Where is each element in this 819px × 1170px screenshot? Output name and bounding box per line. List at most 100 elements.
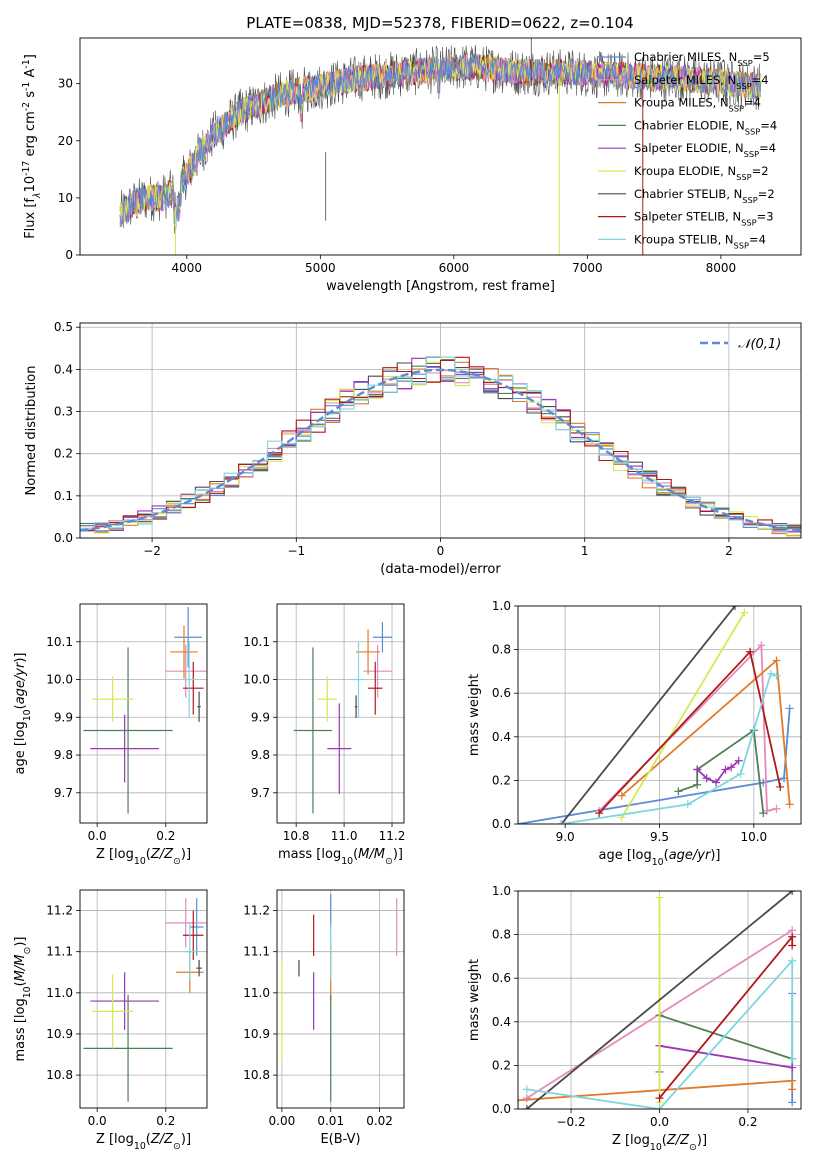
label-fragment: 10 — [22, 709, 33, 721]
errorbar-point — [165, 898, 207, 948]
marks — [119, 38, 762, 255]
y-tick-label: 11.2 — [243, 904, 270, 918]
y-tick-label: 9.8 — [54, 748, 73, 762]
cumulative-series-1 — [598, 643, 777, 813]
y-tick-label: 0.0 — [492, 1102, 511, 1116]
x-tick-label: 0.0 — [650, 1115, 669, 1129]
grid — [277, 604, 404, 823]
errorbar-point — [92, 974, 134, 1049]
histogram-series-5 — [80, 356, 801, 536]
label-fragment: SSP — [737, 58, 752, 68]
marks — [293, 622, 393, 814]
label-fragment: age [log — [598, 848, 651, 863]
plus-marker — [683, 800, 692, 809]
label-fragment: Salpeter ELODIE, N — [634, 141, 744, 155]
errorbar-point — [189, 898, 204, 956]
axes-frame — [79, 889, 208, 1109]
y-tick-label: 11.1 — [46, 945, 73, 959]
x-tick-label: 0.02 — [366, 1114, 393, 1128]
label-fragment: mass weight — [467, 674, 482, 756]
label-fragment: Normed distribution — [24, 366, 39, 496]
label-fragment: Salpeter MILES, N — [634, 73, 736, 87]
errorbar-point — [356, 629, 381, 675]
x-tick-label: 4000 — [172, 261, 203, 275]
label-fragment: Z/Z — [666, 1133, 690, 1148]
y-tick-label: 0.1 — [54, 489, 73, 503]
y-tick-label: 0.8 — [492, 643, 511, 657]
label-fragment: 𝒩(0,1) — [738, 337, 781, 352]
x-tick-label: −2 — [143, 544, 161, 558]
label-fragment: SSP — [742, 195, 757, 205]
y-axis-label: Flux [fλ10-17 erg cm-2 s-1 A-1] — [21, 54, 43, 239]
cumulative-series-2 — [518, 1079, 794, 1102]
legend-label: Kroupa ELODIE, NSSP=2 — [634, 164, 769, 182]
errorbar-point — [327, 703, 352, 794]
plus-marker — [772, 804, 781, 813]
plus-marker — [766, 669, 775, 678]
y-tick-label: 1.0 — [492, 884, 511, 898]
label-fragment: -17 — [21, 161, 32, 176]
label-fragment: Z/Z — [150, 847, 174, 862]
y-tick-label: 0.8 — [492, 928, 511, 942]
errorbar-point — [182, 661, 204, 715]
label-fragment: =4 — [744, 96, 761, 110]
plus-marker — [674, 787, 683, 796]
label-fragment: 10 — [134, 856, 146, 867]
label-fragment: 10 — [650, 1142, 662, 1153]
errorbar-point — [196, 959, 202, 977]
label-fragment: Chabrier ELODIE, N — [634, 118, 745, 132]
label-fragment: )] — [393, 847, 403, 862]
y-tick-label: 10.8 — [46, 1068, 73, 1082]
plus-marker — [776, 782, 785, 791]
label-fragment: Chabrier STELIB, N — [634, 187, 742, 201]
plus-marker — [785, 704, 794, 713]
plus-marker — [522, 1085, 531, 1094]
plus-marker — [788, 932, 797, 941]
x-axis-label: (data-model)/error — [380, 562, 501, 577]
y-tick-label: 0.6 — [492, 686, 511, 700]
normal-reference-curve — [80, 368, 801, 532]
plus-marker — [772, 656, 781, 665]
errorbar-point — [165, 644, 207, 698]
x-tick-label: 0.2 — [156, 1114, 175, 1128]
label-fragment: 10 — [22, 986, 33, 998]
panel-age_vs_mass: 10.8 11.0 11.2 9.7 9.8 9.9 10.0 10.1 mass [log10… — [243, 603, 405, 867]
plus-marker — [763, 806, 772, 815]
label-fragment: 10 — [341, 856, 353, 867]
label-fragment: erg cm — [23, 111, 38, 160]
y-tick-label: 1.0 — [492, 599, 511, 613]
marks — [83, 607, 207, 814]
label-fragment: age/yr — [669, 848, 712, 863]
plus-marker — [788, 941, 797, 950]
label-fragment: )] — [710, 848, 720, 863]
histogram-series-7 — [80, 356, 801, 531]
errorbar-point — [351, 641, 366, 718]
y-axis-label: mass weight — [467, 674, 482, 756]
label-fragment: Kroupa STELIB, N — [634, 232, 734, 246]
y-tick-label: 9.7 — [54, 786, 73, 800]
y-tick-label: 0 — [65, 248, 73, 262]
cumulative-series-3 — [658, 1014, 793, 1072]
plus-marker — [788, 891, 797, 895]
y-tick-label: 0.5 — [54, 320, 73, 334]
x-tick-label: 0.0 — [88, 829, 107, 843]
plus-marker — [712, 778, 721, 787]
x-tick-label: 1 — [581, 544, 589, 558]
label-fragment: )] — [181, 847, 191, 862]
y-tick-label: 0.4 — [492, 1015, 511, 1029]
label-fragment: Z/Z — [150, 1132, 174, 1147]
x-tick-label: 0 — [437, 544, 445, 558]
plus-marker — [785, 800, 794, 809]
y-tick-label: 11.0 — [243, 986, 270, 1000]
legend-label: Salpeter STELIB, NSSP=3 — [634, 210, 774, 228]
x-axis-label: E(B-V) — [320, 1132, 360, 1147]
y-tick-label: 0.6 — [492, 971, 511, 985]
x-axis-label: Z [log10(Z/Z⊙)] — [96, 1132, 191, 1152]
y-tick-label: 0.2 — [54, 447, 73, 461]
x-tick-label: −0.2 — [556, 1115, 585, 1129]
cumulative-series-0 — [518, 708, 791, 824]
y-axis-label: mass weight — [467, 959, 482, 1041]
x-axis-label: age [log10(age/yr)] — [598, 848, 720, 868]
label-fragment: SSP — [736, 81, 751, 91]
